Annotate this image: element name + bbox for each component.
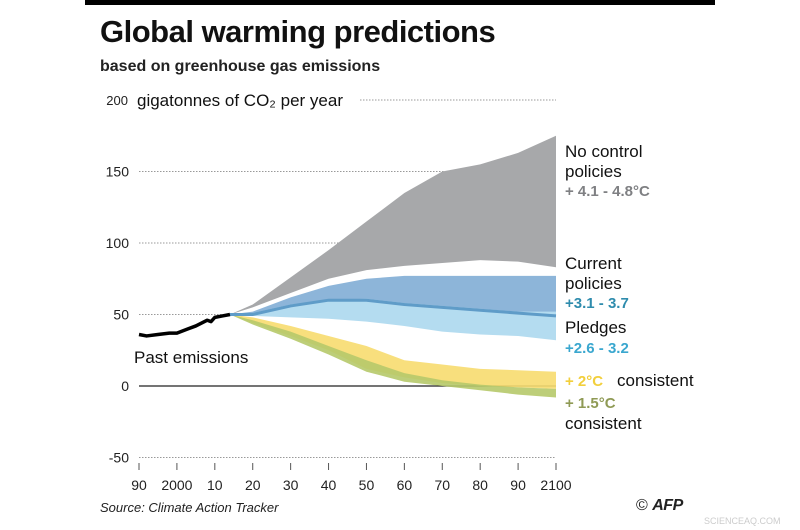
- no-control-label-2: policies: [565, 162, 622, 181]
- chart-subtitle: based on greenhouse gas emissions: [100, 58, 381, 75]
- x-tick-label: 40: [321, 477, 337, 493]
- top-bar: [85, 0, 715, 5]
- band-3: [229, 314, 556, 389]
- no-control-label-1: No control: [565, 142, 642, 161]
- two-degree-range: + 2°C: [565, 373, 603, 390]
- current-policies-label-2: policies: [565, 274, 622, 293]
- band-1: [229, 275, 556, 316]
- one-five-degree-range: + 1.5°C: [565, 395, 616, 412]
- x-tick-label: 2100: [540, 477, 571, 493]
- y-tick-label: 50: [113, 307, 129, 323]
- afp-logo: AFP: [652, 497, 683, 514]
- x-tick-label: 30: [283, 477, 299, 493]
- band-0: [229, 135, 556, 315]
- source-note: Source: Climate Action Tracker: [100, 500, 279, 515]
- current-policies-edge: [229, 298, 557, 318]
- pledges-label: Pledges: [565, 318, 626, 337]
- y-tick-label: -50: [109, 450, 129, 466]
- y-axis-label: gigatonnes of CO₂ per year: [137, 91, 343, 110]
- past-emissions-label: Past emissions: [134, 348, 248, 367]
- y-tick-label: 100: [106, 235, 130, 251]
- x-tick-label: 10: [207, 477, 223, 493]
- x-tick-label: 70: [434, 477, 450, 493]
- watermark: SCIENCEAQ.COM: [704, 516, 781, 526]
- x-tick-label: 20: [245, 477, 261, 493]
- one-five-degree-label: consistent: [565, 414, 642, 433]
- band-4: [229, 314, 556, 398]
- current-policies-label-1: Current: [565, 254, 622, 273]
- current-policies-range: +3.1 - 3.7: [565, 295, 629, 312]
- x-tick-label: 2000: [161, 477, 192, 493]
- no-control-range: + 4.1 - 4.8°C: [565, 183, 650, 200]
- y-tick-label: 0: [121, 378, 129, 394]
- pledges-range: +2.6 - 3.2: [565, 340, 629, 357]
- x-tick-label: 80: [472, 477, 488, 493]
- copyright-symbol: ©: [636, 497, 648, 514]
- x-tick-label: 90: [510, 477, 526, 493]
- two-degree-label: consistent: [617, 371, 694, 390]
- y-tick-label: 200: [106, 93, 128, 108]
- y-tick-label: 150: [106, 164, 130, 180]
- past-emissions-line: [138, 312, 231, 338]
- x-tick-label: 90: [131, 477, 147, 493]
- x-tick-label: 50: [359, 477, 375, 493]
- x-tick-label: 60: [397, 477, 413, 493]
- afp-credit: © AFP: [636, 497, 683, 515]
- chart-title: Global warming predictions: [100, 14, 496, 49]
